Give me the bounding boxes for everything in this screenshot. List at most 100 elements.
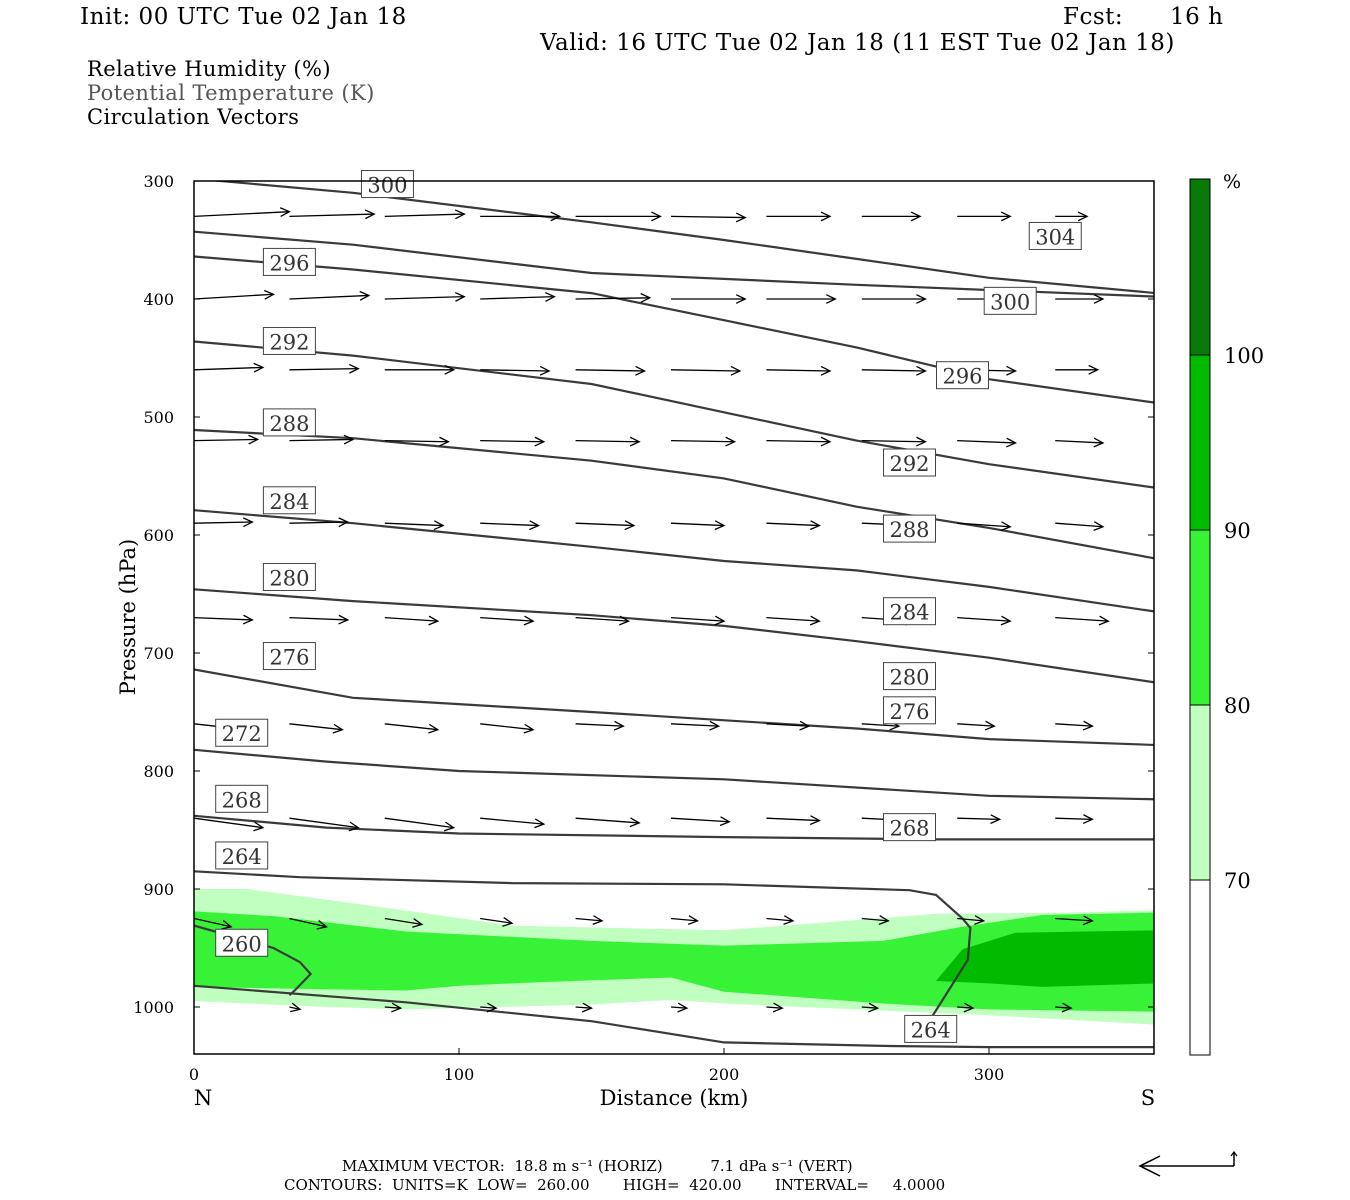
- svg-text:296: 296: [269, 251, 309, 275]
- circulation-vector: [289, 209, 376, 220]
- y-tick-label: 500: [143, 408, 174, 427]
- valid-time: Valid: 16 UTC Tue 02 Jan 18 (11 EST Tue …: [540, 30, 1175, 56]
- init-time: Init: 00 UTC Tue 02 Jan 18: [80, 4, 407, 30]
- theta-contour-284: [194, 509, 1154, 613]
- colorbar-segment: [1190, 705, 1210, 880]
- circulation-vector: [575, 211, 662, 222]
- contour-label: 264: [904, 1014, 958, 1043]
- circulation-vector: [766, 615, 821, 626]
- contour-label: 272: [215, 718, 269, 747]
- circulation-vector: [289, 517, 350, 528]
- circulation-vector: [575, 1002, 593, 1013]
- circulation-vector: [575, 293, 652, 303]
- circulation-vector: [575, 817, 641, 828]
- circulation-vector: [384, 723, 440, 734]
- circulation-vector: [1055, 437, 1105, 448]
- circulation-vector: [670, 720, 721, 731]
- circulation-vector: [384, 209, 466, 220]
- circulation-vector: [766, 915, 795, 926]
- x-tick-label: 100: [444, 1065, 475, 1084]
- colorbar-unit-label: %: [1223, 171, 1241, 193]
- circulation-vector: [194, 517, 254, 528]
- svg-text:296: 296: [942, 365, 982, 389]
- circulation-vector: [480, 1002, 498, 1013]
- contour-label: 268: [215, 784, 269, 813]
- svg-text:280: 280: [269, 566, 309, 590]
- svg-text:276: 276: [889, 700, 929, 724]
- circulation-vector: [194, 817, 265, 832]
- theta-contour-276: [194, 668, 1154, 747]
- circulation-vector: [766, 365, 832, 376]
- circulation-vector: [1055, 294, 1105, 304]
- y-tick-label: 300: [143, 172, 174, 191]
- circulation-vector: [194, 434, 260, 445]
- contour-label: 288: [883, 514, 936, 543]
- circulation-vector: [384, 520, 445, 531]
- theta-contour-296: [194, 255, 1154, 404]
- circulation-vector: [194, 917, 233, 930]
- circulation-vector: [1055, 364, 1100, 375]
- y-tick-label: 700: [143, 644, 174, 663]
- forecast-label: Fcst:: [1063, 4, 1124, 30]
- svg-text:264: 264: [911, 1018, 951, 1042]
- y-tick-label: 600: [143, 526, 174, 545]
- svg-text:288: 288: [889, 518, 929, 542]
- contour-label: 276: [262, 642, 316, 671]
- circulation-vector: [670, 816, 731, 827]
- reference-vector-icon: [1138, 1151, 1238, 1177]
- contour-label: 264: [215, 841, 269, 870]
- svg-text:268: 268: [889, 817, 929, 841]
- circulation-vector: [670, 212, 747, 223]
- circulation-vector: [671, 294, 747, 304]
- contour-label: 276: [883, 696, 936, 725]
- colorbar-segment: [1190, 880, 1210, 1055]
- svg-text:276: 276: [269, 646, 309, 670]
- circulation-vector: [194, 362, 265, 373]
- circulation-vector: [384, 615, 440, 626]
- circulation-vector: [289, 614, 350, 625]
- circulation-vector: [289, 917, 328, 930]
- circulation-vector: [575, 615, 631, 626]
- y-tick-label: 1000: [133, 998, 174, 1017]
- circulation-vector: [384, 917, 424, 928]
- circulation-vector: [384, 1002, 403, 1013]
- rh-region-80-90: [194, 911, 1154, 1012]
- circulation-vector: [289, 723, 344, 734]
- contour-label: 300: [360, 170, 414, 199]
- circulation-vector: [766, 815, 821, 826]
- colorbar-level-label: 100: [1224, 344, 1264, 368]
- footer-contours: CONTOURS: UNITS=K LOW= 260.00 HIGH= 420.…: [284, 1176, 946, 1194]
- circulation-vector: [575, 720, 625, 731]
- circulation-vector: [384, 817, 456, 832]
- colorbar-segment: [1190, 179, 1210, 355]
- circulation-vector: [480, 817, 546, 829]
- colorbar-segment: [1190, 530, 1210, 705]
- contour-label: 260: [215, 928, 269, 957]
- circulation-vector: [766, 520, 821, 531]
- y-axis-label: Pressure (hPa): [116, 539, 140, 695]
- contour-label: 300: [983, 286, 1037, 315]
- circulation-vector: [289, 817, 360, 832]
- contour-label: 292: [883, 448, 936, 477]
- legend-potential-temperature: Potential Temperature (K): [87, 81, 375, 105]
- contour-label: 292: [262, 326, 316, 355]
- legend-circulation-vectors: Circulation Vectors: [87, 105, 300, 129]
- colorbar-segment: [1190, 355, 1210, 530]
- contour-label: 284: [883, 597, 936, 626]
- circulation-vector: [957, 211, 1012, 222]
- theta-contour-292: [194, 340, 1154, 489]
- circulation-vector: [575, 520, 636, 531]
- colorbar-frame: [1189, 178, 1211, 1056]
- circulation-vector: [957, 437, 1017, 448]
- x-tick-label: 200: [709, 1065, 740, 1084]
- svg-text:300: 300: [367, 174, 407, 198]
- contour-label: 280: [883, 662, 936, 691]
- forecast-hours: 16 h: [1170, 4, 1224, 30]
- circulation-vector: [194, 614, 254, 625]
- colorbar-level-label: 70: [1224, 869, 1251, 893]
- circulation-vector: [670, 1002, 689, 1013]
- circulation-vector: [670, 915, 699, 926]
- svg-text:284: 284: [889, 601, 929, 625]
- circulation-vector: [861, 436, 927, 447]
- circulation-vector: [194, 207, 291, 218]
